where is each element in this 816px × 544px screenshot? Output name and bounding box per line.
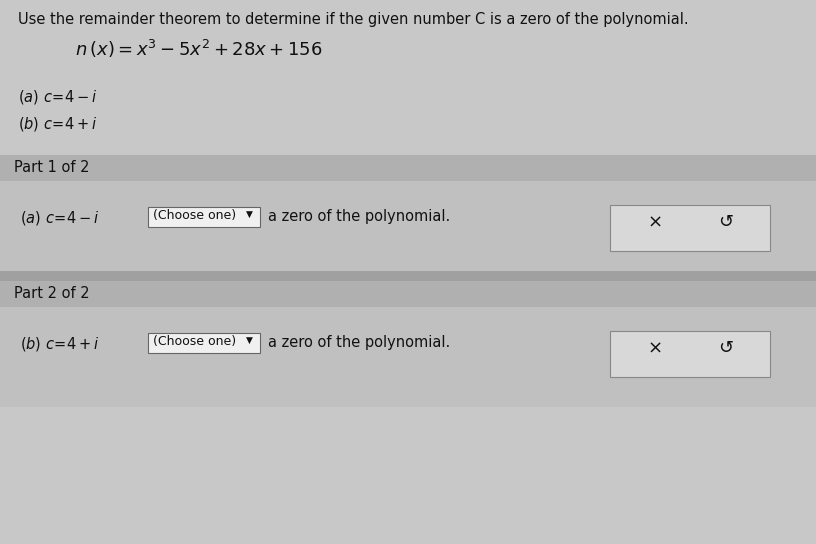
- FancyBboxPatch shape: [148, 207, 260, 227]
- Text: ▼: ▼: [246, 210, 253, 219]
- Text: ×: ×: [647, 339, 663, 357]
- Text: $(b)\ c\!=\!4+i$: $(b)\ c\!=\!4+i$: [18, 115, 98, 133]
- Text: Part 1 of 2: Part 1 of 2: [14, 160, 90, 175]
- Text: $(b)\ c\!=\!4+i$: $(b)\ c\!=\!4+i$: [20, 335, 100, 353]
- Text: a zero of the polynomial.: a zero of the polynomial.: [268, 335, 450, 350]
- FancyBboxPatch shape: [0, 281, 816, 307]
- Text: (Choose one): (Choose one): [153, 209, 236, 222]
- FancyBboxPatch shape: [0, 307, 816, 407]
- FancyBboxPatch shape: [610, 331, 770, 377]
- FancyBboxPatch shape: [148, 333, 260, 353]
- Text: Part 2 of 2: Part 2 of 2: [14, 286, 90, 301]
- Text: $n\,(x)=x^3-5x^2+28x+156$: $n\,(x)=x^3-5x^2+28x+156$: [75, 38, 322, 60]
- FancyBboxPatch shape: [0, 181, 816, 271]
- Text: ↺: ↺: [717, 213, 733, 231]
- Text: $(a)\ c\!=\!4-i$: $(a)\ c\!=\!4-i$: [20, 209, 100, 227]
- Text: Use the remainder theorem to determine if the given number C is a zero of the po: Use the remainder theorem to determine i…: [18, 12, 689, 27]
- FancyBboxPatch shape: [0, 0, 816, 155]
- Text: (Choose one): (Choose one): [153, 335, 236, 348]
- Text: ×: ×: [647, 213, 663, 231]
- FancyBboxPatch shape: [0, 271, 816, 281]
- FancyBboxPatch shape: [0, 155, 816, 181]
- Text: ▼: ▼: [246, 336, 253, 345]
- Text: $(a)\ c\!=\!4-i$: $(a)\ c\!=\!4-i$: [18, 88, 98, 106]
- Text: ↺: ↺: [717, 339, 733, 357]
- FancyBboxPatch shape: [610, 205, 770, 251]
- Text: a zero of the polynomial.: a zero of the polynomial.: [268, 209, 450, 224]
